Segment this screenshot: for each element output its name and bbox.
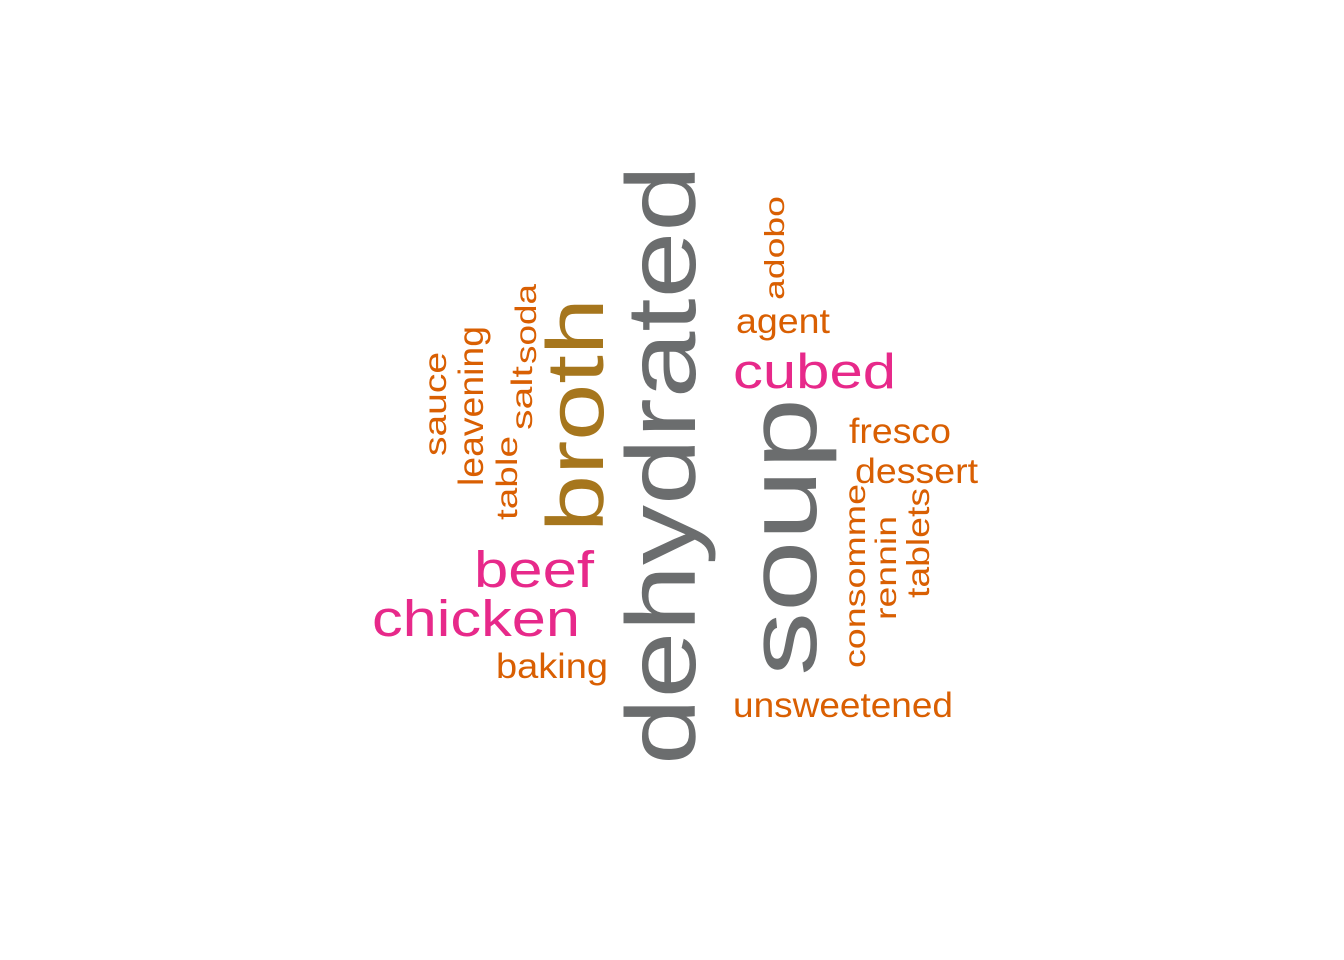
word-beef: beef bbox=[474, 541, 594, 598]
word-leavening: leavening bbox=[452, 326, 491, 486]
word-broth: broth bbox=[531, 298, 621, 532]
word-agent: agent bbox=[736, 302, 830, 341]
word-table: table bbox=[491, 436, 524, 520]
word-fresco: fresco bbox=[849, 412, 951, 451]
word-adobo: adobo bbox=[759, 196, 790, 300]
word-cubed: cubed bbox=[733, 345, 896, 399]
word-sauce: sauce bbox=[418, 352, 453, 456]
word-chicken: chicken bbox=[372, 590, 580, 647]
word-soup: soup bbox=[727, 398, 837, 676]
word-soda: soda bbox=[510, 284, 543, 364]
word-tablets: tablets bbox=[901, 488, 936, 598]
word-dessert: dessert bbox=[855, 452, 978, 491]
word-rennin: rennin bbox=[870, 516, 903, 620]
word-baking: baking bbox=[496, 647, 608, 686]
word-unsweetened: unsweetened bbox=[733, 686, 953, 725]
word-salt: salt bbox=[506, 366, 539, 430]
word-dehydrated: dehydrated bbox=[606, 164, 716, 765]
word-consomme: consomme bbox=[839, 484, 872, 668]
